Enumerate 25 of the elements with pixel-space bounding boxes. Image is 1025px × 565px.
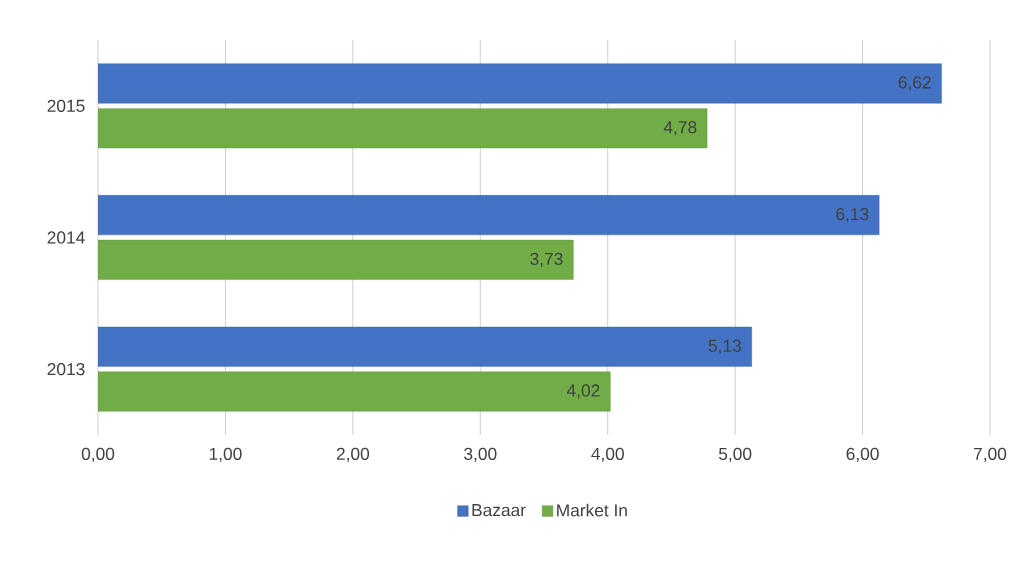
x-tick-label: 1,00 (209, 447, 242, 463)
bar (98, 63, 942, 104)
data-label: 5,13 (708, 339, 741, 354)
bar (98, 195, 880, 236)
legend-label: Market In (557, 503, 627, 517)
x-tick-label: 5,00 (718, 447, 752, 463)
data-label: 6,62 (898, 76, 931, 91)
data-label: 4,78 (663, 121, 697, 136)
x-tick-label: 2,00 (336, 447, 370, 463)
bar (98, 239, 574, 280)
y-tick-label: 2014 (47, 231, 85, 244)
data-label: 6,13 (836, 207, 869, 223)
x-tick-label: 7,00 (974, 447, 1007, 463)
bar (98, 371, 611, 412)
bar (98, 108, 708, 149)
y-tick-label: 2015 (47, 99, 85, 112)
x-tick-label: 4,00 (591, 447, 624, 463)
x-tick-label: 3,00 (464, 447, 497, 463)
y-tick-label: 2013 (47, 363, 85, 376)
x-tick-label: 0,00 (81, 447, 115, 463)
legend-label: Bazaar (472, 504, 526, 517)
x-tick-label: 6,00 (846, 447, 879, 463)
data-label: 4,02 (566, 384, 600, 399)
bar (98, 326, 752, 367)
data-label: 3,73 (530, 252, 563, 268)
